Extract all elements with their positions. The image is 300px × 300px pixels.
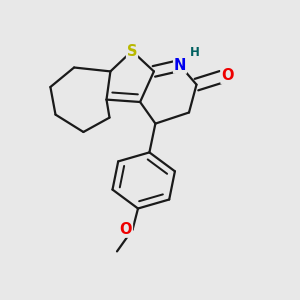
Text: N: N	[174, 58, 186, 73]
Text: H: H	[190, 46, 199, 59]
Text: S: S	[127, 44, 137, 59]
Text: O: O	[120, 222, 132, 237]
Text: O: O	[221, 68, 234, 83]
